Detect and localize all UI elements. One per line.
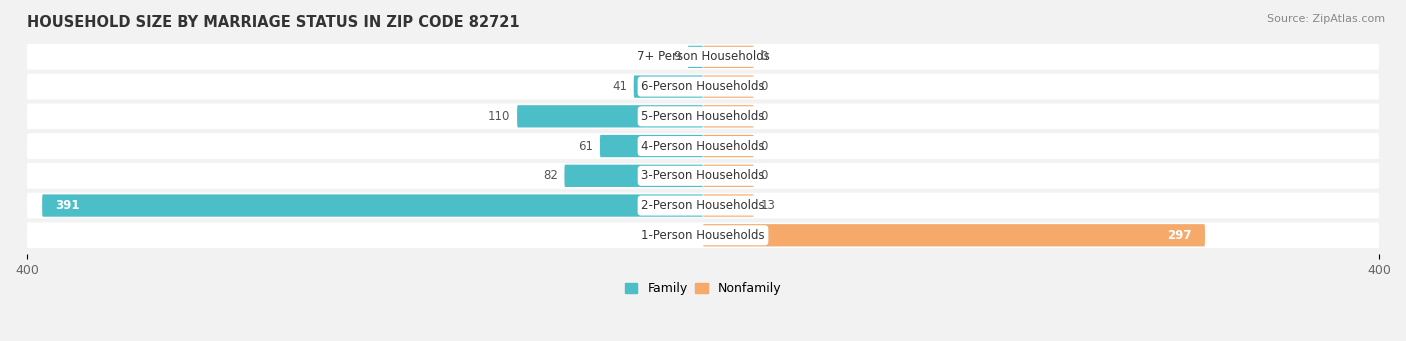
- Text: 1-Person Households: 1-Person Households: [641, 229, 765, 242]
- Text: HOUSEHOLD SIZE BY MARRIAGE STATUS IN ZIP CODE 82721: HOUSEHOLD SIZE BY MARRIAGE STATUS IN ZIP…: [27, 15, 520, 30]
- FancyBboxPatch shape: [564, 165, 703, 187]
- FancyBboxPatch shape: [27, 133, 1379, 159]
- FancyBboxPatch shape: [703, 46, 754, 68]
- FancyBboxPatch shape: [27, 74, 1379, 100]
- Text: 7+ Person Households: 7+ Person Households: [637, 50, 769, 63]
- Text: 6-Person Households: 6-Person Households: [641, 80, 765, 93]
- Text: 0: 0: [761, 50, 768, 63]
- Text: 0: 0: [761, 80, 768, 93]
- FancyBboxPatch shape: [27, 222, 1379, 248]
- Text: 0: 0: [761, 139, 768, 152]
- FancyBboxPatch shape: [688, 46, 703, 68]
- Text: 13: 13: [761, 199, 775, 212]
- FancyBboxPatch shape: [27, 104, 1379, 129]
- Text: 3-Person Households: 3-Person Households: [641, 169, 765, 182]
- Text: 9: 9: [673, 50, 681, 63]
- FancyBboxPatch shape: [703, 75, 754, 98]
- Text: 5-Person Households: 5-Person Households: [641, 110, 765, 123]
- FancyBboxPatch shape: [634, 75, 703, 98]
- Text: 82: 82: [543, 169, 558, 182]
- FancyBboxPatch shape: [703, 135, 754, 157]
- Text: 0: 0: [761, 110, 768, 123]
- FancyBboxPatch shape: [27, 44, 1379, 70]
- Text: 41: 41: [612, 80, 627, 93]
- Text: 61: 61: [578, 139, 593, 152]
- FancyBboxPatch shape: [600, 135, 703, 157]
- FancyBboxPatch shape: [27, 163, 1379, 189]
- FancyBboxPatch shape: [703, 224, 1205, 247]
- Text: 0: 0: [761, 169, 768, 182]
- Text: 297: 297: [1167, 229, 1191, 242]
- FancyBboxPatch shape: [42, 194, 703, 217]
- FancyBboxPatch shape: [517, 105, 703, 128]
- Text: Source: ZipAtlas.com: Source: ZipAtlas.com: [1267, 14, 1385, 24]
- FancyBboxPatch shape: [27, 193, 1379, 218]
- FancyBboxPatch shape: [703, 165, 754, 187]
- Legend: Family, Nonfamily: Family, Nonfamily: [624, 282, 782, 295]
- FancyBboxPatch shape: [703, 194, 754, 217]
- Text: 391: 391: [56, 199, 80, 212]
- Text: 2-Person Households: 2-Person Households: [641, 199, 765, 212]
- Text: 4-Person Households: 4-Person Households: [641, 139, 765, 152]
- FancyBboxPatch shape: [703, 105, 754, 128]
- Text: 110: 110: [488, 110, 510, 123]
